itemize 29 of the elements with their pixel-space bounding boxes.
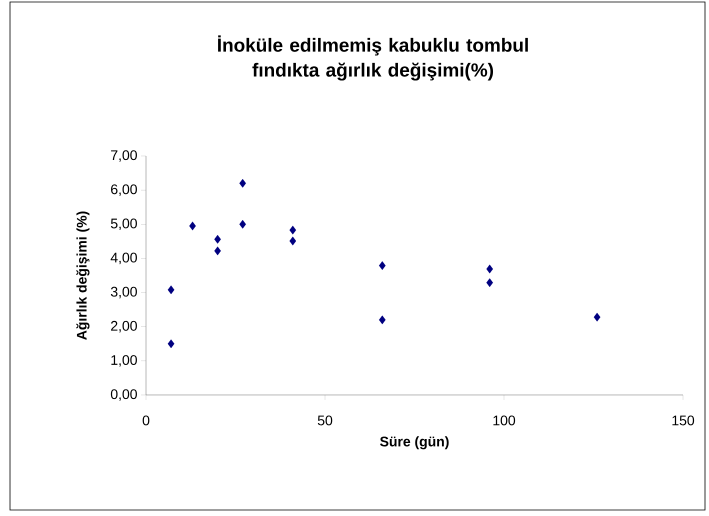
x-tick-label: 150 xyxy=(672,415,694,426)
point xyxy=(168,339,174,348)
y-tick-label: 7,00 xyxy=(111,150,137,162)
point xyxy=(378,315,386,324)
y-tick-label: 4,00 xyxy=(110,252,137,264)
x-tick-label: 50 xyxy=(318,415,332,426)
y-tick-label: 6,00 xyxy=(111,184,137,196)
y-tick-label: 5,00 xyxy=(110,218,137,230)
point xyxy=(378,261,386,270)
point xyxy=(289,226,296,234)
point xyxy=(289,236,296,246)
point xyxy=(486,278,494,288)
y-tick-label: 2,00 xyxy=(111,320,137,332)
x-axis-title: Süre (gün) xyxy=(380,436,449,450)
x-tick-label: 100 xyxy=(493,415,516,426)
point xyxy=(168,285,174,294)
point xyxy=(214,234,221,244)
point xyxy=(486,264,494,274)
point xyxy=(189,222,196,230)
y-tick-label: 1,00 xyxy=(111,355,137,367)
x-tick-label: 0 xyxy=(142,415,150,426)
point xyxy=(239,178,246,188)
point xyxy=(239,220,246,229)
y-tick-label: 3,00 xyxy=(110,286,137,298)
y-tick-label: 0,00 xyxy=(110,389,137,401)
chart-title: İnoküle edilmemiş kabuklu tombul fındıkta ağırlık değişimi(%) xyxy=(218,35,528,81)
y-axis-title: Ağırlık değişimi (%) xyxy=(76,211,90,340)
point xyxy=(594,312,600,322)
point xyxy=(214,246,221,256)
